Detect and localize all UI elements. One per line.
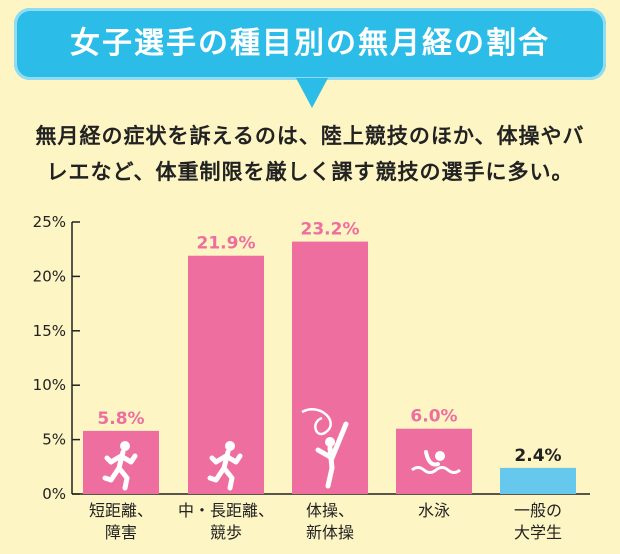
value-label: 2.4% <box>514 446 561 466</box>
category-label: 水泳 <box>418 501 450 520</box>
chart-subtitle: 無月経の症状を訴えるのは、陸上競技のほか、体操やバ レエなど、体重制限を厳しく課… <box>18 118 602 190</box>
subtitle-line-1: 無月経の症状を訴えるのは、陸上競技のほか、体操やバ <box>35 124 585 148</box>
y-tick-label: 15% <box>33 322 66 340</box>
runner-icon <box>102 441 138 491</box>
category-label: 新体操 <box>306 523 354 542</box>
bar <box>396 428 472 494</box>
bar <box>500 467 576 494</box>
value-label: 5.8% <box>97 409 144 429</box>
bar-layer <box>83 241 576 494</box>
category-label: 中・長距離、 <box>178 501 274 520</box>
category-label: 大学生 <box>514 523 562 542</box>
swimmer-icon <box>411 450 461 474</box>
y-tick-label: 5% <box>42 431 66 449</box>
value-label: 6.0% <box>410 407 457 427</box>
value-label: 23.2% <box>301 220 360 240</box>
label-layer: 5.8% 21.9% 23.2% 6.0% 2.4% <box>97 220 561 466</box>
subtitle-line-2: レエなど、体重制限を厳しく課す競技の選手に多い。 <box>46 160 574 184</box>
category-label: 障害 <box>105 523 137 542</box>
category-label: 競歩 <box>210 523 242 542</box>
category-label: 体操、 <box>306 501 354 520</box>
chart-title: 女子選手の種目別の無月経の割合 <box>70 26 550 61</box>
y-tick-label: 25% <box>33 213 66 231</box>
distance-runner-icon <box>207 441 243 491</box>
value-label: 21.9% <box>197 234 256 254</box>
title-banner: 女子選手の種目別の無月経の割合 <box>14 8 606 108</box>
gymnast-ribbon-icon <box>301 408 349 489</box>
y-tick-label: 10% <box>33 376 66 394</box>
category-label: 短距離、 <box>89 501 153 520</box>
category-label: 一般の <box>514 501 562 520</box>
y-tick-label: 0% <box>42 485 66 503</box>
y-tick-label: 20% <box>33 267 66 285</box>
